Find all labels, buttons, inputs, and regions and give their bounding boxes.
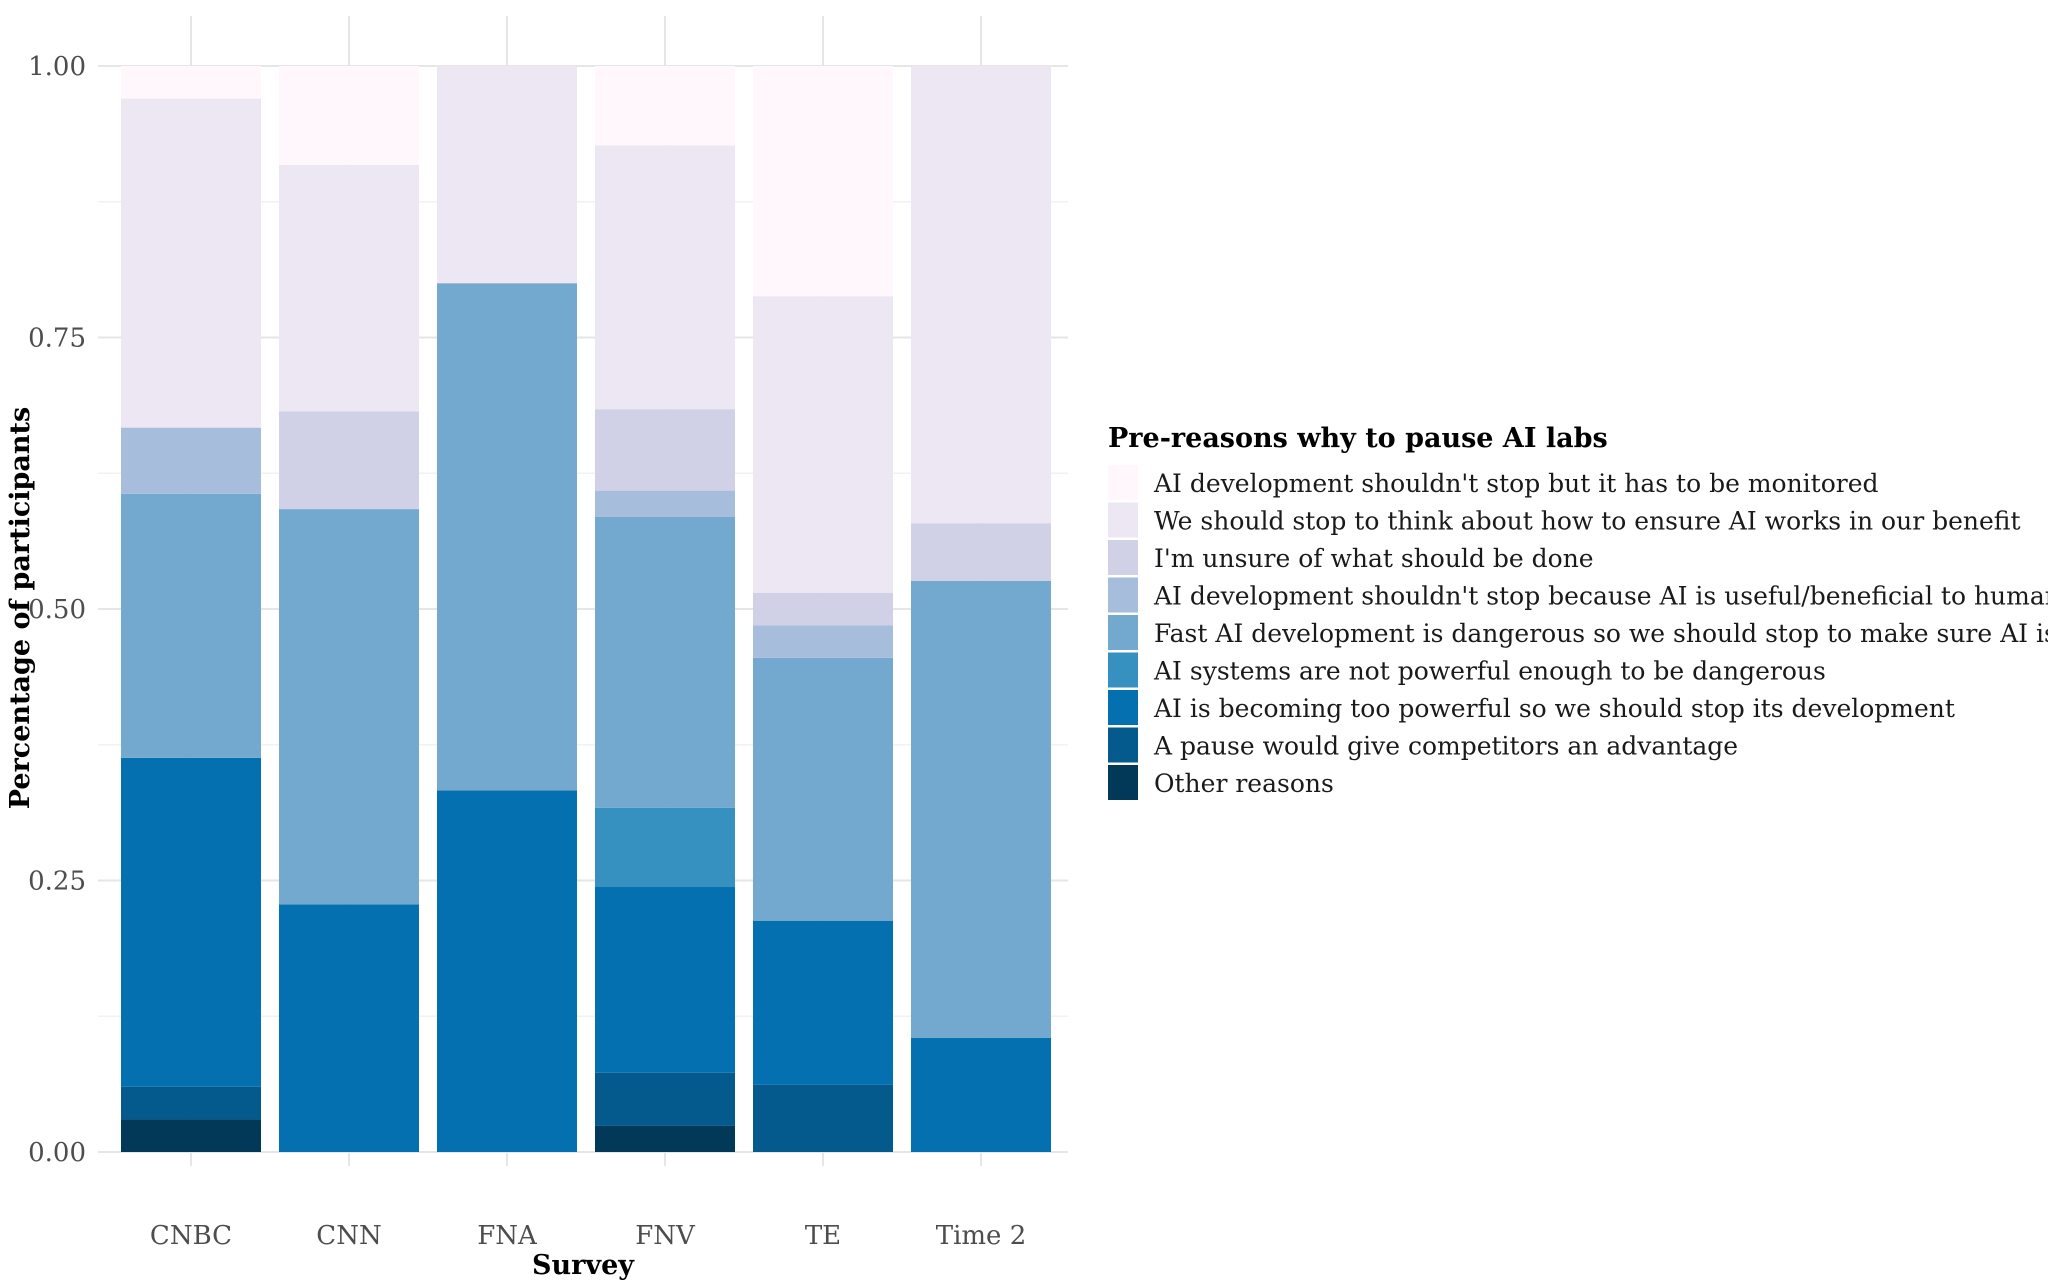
x-tick-label: CNN — [316, 1221, 381, 1251]
legend-key — [1108, 652, 1138, 688]
bar-segment — [753, 920, 893, 1085]
legend-label: Other reasons — [1154, 769, 1334, 798]
bar-stack-te — [753, 66, 893, 1152]
bar-segment — [437, 283, 577, 791]
legend: Pre-reasons why to pause AI labs AI deve… — [1108, 423, 2048, 800]
bar-segment — [595, 66, 735, 146]
legend-label: AI is becoming too powerful so we should… — [1153, 694, 1955, 723]
x-axis-title: Survey — [532, 1250, 635, 1280]
bar-segment — [121, 98, 261, 428]
bar-stacks — [121, 66, 1051, 1152]
legend-item: AI development shouldn't stop because AI… — [1108, 577, 2048, 613]
x-tick-label: FNA — [477, 1221, 538, 1251]
x-axis-ticks: CNBC CNN FNA FNV TE Time 2 — [150, 1221, 1026, 1251]
bar-segment — [595, 807, 735, 888]
bar-segment — [279, 164, 419, 412]
legend-key — [1108, 540, 1138, 575]
legend-label: AI systems are not powerful enough to be… — [1153, 657, 1826, 686]
y-axis-title: Percentage of participants — [5, 407, 36, 809]
bar-segment — [279, 904, 419, 1152]
legend-key — [1108, 465, 1138, 500]
x-tick-label: FNV — [635, 1221, 696, 1251]
legend-label: A pause would give competitors an advant… — [1153, 732, 1738, 761]
bar-segment — [595, 409, 735, 491]
legend-item: AI development shouldn't stop but it has… — [1108, 465, 1879, 500]
bar-segment — [911, 66, 1051, 524]
bar-segment — [753, 1084, 893, 1152]
legend-key — [1108, 765, 1138, 800]
x-tick-label: Time 2 — [936, 1221, 1027, 1251]
bar-stack-fna — [437, 66, 577, 1152]
bar-segment — [753, 657, 893, 921]
bar-segment — [595, 490, 735, 517]
legend-label: I'm unsure of what should be done — [1154, 544, 1594, 573]
legend-key — [1108, 727, 1138, 763]
bar-stack-cnbc — [121, 66, 261, 1152]
x-tick-label: TE — [805, 1221, 841, 1251]
bar-segment — [595, 1125, 735, 1152]
bar-segment — [121, 1119, 261, 1152]
bar-stack-time-2 — [911, 66, 1051, 1152]
legend-item: I'm unsure of what should be done — [1108, 540, 1594, 575]
legend-item: AI systems are not powerful enough to be… — [1108, 652, 1826, 688]
bar-segment — [595, 1072, 735, 1126]
legend-label: AI development shouldn't stop but it has… — [1153, 469, 1879, 498]
bar-segment — [437, 66, 577, 284]
y-tick-label: 1.00 — [28, 52, 86, 82]
bar-segment — [911, 523, 1051, 581]
legend-key — [1108, 615, 1138, 650]
legend-label: Fast AI development is dangerous so we s… — [1154, 619, 2048, 648]
legend-label: We should stop to think about how to ens… — [1154, 507, 2021, 536]
bar-segment — [437, 790, 577, 1152]
bar-segment — [753, 66, 893, 297]
legend-title: Pre-reasons why to pause AI labs — [1108, 423, 1608, 454]
legend-key — [1108, 502, 1138, 538]
bar-stack-fnv — [595, 66, 735, 1152]
y-tick-label: 0.50 — [28, 595, 86, 625]
bar-segment — [121, 66, 261, 99]
legend-key — [1108, 690, 1138, 725]
legend-key — [1108, 577, 1138, 613]
y-axis-ticks: 0.00 0.25 0.50 0.75 1.00 — [28, 52, 86, 1168]
legend-item: AI is becoming too powerful so we should… — [1108, 690, 1955, 725]
legend-label: AI development shouldn't stop because AI… — [1153, 582, 2048, 611]
legend-item: A pause would give competitors an advant… — [1108, 727, 1738, 763]
bar-segment — [121, 757, 261, 1087]
bar-segment — [753, 625, 893, 658]
bar-segment — [121, 493, 261, 758]
bar-segment — [911, 1037, 1051, 1152]
bar-segment — [279, 66, 419, 165]
bar-segment — [911, 580, 1051, 1038]
legend-item: Fast AI development is dangerous so we s… — [1108, 615, 2048, 650]
bar-segment — [121, 427, 261, 494]
bar-segment — [595, 887, 735, 1073]
bar-segment — [753, 296, 893, 593]
bar-segment — [595, 516, 735, 808]
bar-stack-cnn — [279, 66, 419, 1152]
bar-segment — [595, 145, 735, 410]
legend-item: Other reasons — [1108, 765, 1334, 800]
y-tick-label: 0.25 — [28, 867, 86, 897]
bar-segment — [279, 509, 419, 905]
bar-segment — [121, 1086, 261, 1120]
y-tick-label: 0.75 — [28, 324, 86, 354]
bar-segment — [753, 592, 893, 626]
bar-segment — [279, 411, 419, 510]
y-tick-label: 0.00 — [28, 1138, 86, 1168]
x-tick-label: CNBC — [150, 1221, 232, 1251]
legend-item: We should stop to think about how to ens… — [1108, 502, 2021, 538]
